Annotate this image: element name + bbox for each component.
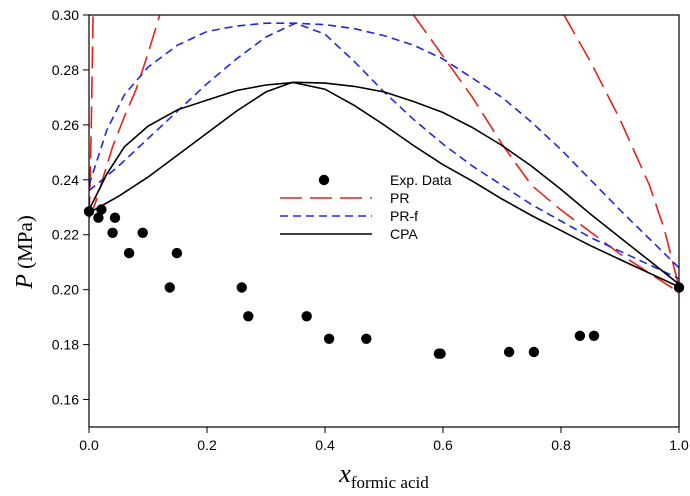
series-group bbox=[89, 15, 679, 294]
x-axis-title-main: x bbox=[338, 459, 351, 488]
data-point-18 bbox=[528, 346, 540, 358]
legend-marker-exp-data bbox=[318, 174, 330, 186]
x-tick-label: 0.4 bbox=[315, 437, 335, 453]
y-tick-label: 0.22 bbox=[52, 227, 79, 243]
plot-frame bbox=[88, 14, 680, 428]
x-tick-label: 0.8 bbox=[551, 437, 571, 453]
data-point-17 bbox=[503, 346, 515, 358]
x-axis-title-subscript: formic acid bbox=[351, 473, 429, 492]
y-axis-title-main: P bbox=[12, 274, 38, 290]
data-point-9 bbox=[171, 247, 183, 259]
y-tick-label: 0.20 bbox=[52, 282, 79, 298]
y-tick-label: 0.30 bbox=[52, 7, 79, 23]
axes: 0.0 0.2 0.4 0.6 0.8 1.0 0.16 0.18 0.20 0.22 0.24 0.… bbox=[52, 7, 689, 453]
data-point-11 bbox=[243, 311, 254, 322]
legend-label-exp-data: Exp. Data bbox=[390, 172, 452, 188]
legend: Exp. Data PR PR-f CPA bbox=[280, 172, 452, 242]
series-pr-f-curve-1 bbox=[89, 22, 679, 269]
x-tick-label: 0.6 bbox=[433, 437, 453, 453]
y-axis-title-unit: (MPa) bbox=[13, 215, 37, 274]
series-pr-curve-2 bbox=[89, 15, 161, 219]
series-pr-curve-3 bbox=[412, 15, 679, 294]
legend-label-pr: PR bbox=[390, 190, 409, 206]
y-axis-title: P (MPa) bbox=[12, 215, 38, 290]
data-point-14 bbox=[361, 333, 372, 344]
data-point-5 bbox=[109, 212, 121, 223]
x-tick-label: 0.2 bbox=[197, 437, 217, 453]
y-tick-label: 0.18 bbox=[52, 337, 79, 353]
y-tick-label: 0.26 bbox=[52, 117, 79, 133]
series-pr-curve-1 bbox=[89, 15, 94, 219]
y-tick-label: 0.16 bbox=[52, 392, 79, 408]
series-cpa-curve-1 bbox=[89, 81, 679, 285]
series-pr-f-curve-2 bbox=[89, 22, 679, 280]
data-point-16 bbox=[435, 348, 446, 359]
plot-area bbox=[83, 15, 685, 359]
x-tick-label: 0.0 bbox=[79, 437, 99, 453]
data-point-3 bbox=[96, 204, 107, 215]
data-point-2 bbox=[93, 212, 104, 223]
y-tick-label: 0.28 bbox=[52, 62, 79, 78]
data-point-7 bbox=[137, 227, 148, 238]
data-point-12 bbox=[301, 311, 312, 322]
legend-label-pr-f: PR-f bbox=[390, 208, 418, 224]
data-point-10 bbox=[236, 282, 247, 293]
data-point-4 bbox=[107, 227, 118, 238]
data-point-13 bbox=[323, 333, 335, 344]
y-tick-label: 0.24 bbox=[52, 172, 79, 188]
x-axis-title: xformic acid bbox=[338, 459, 429, 492]
legend-label-cpa: CPA bbox=[390, 226, 418, 242]
data-point-20 bbox=[588, 330, 600, 341]
series-pr-curve-4 bbox=[563, 15, 679, 288]
data-point-6 bbox=[123, 247, 135, 259]
data-point-8 bbox=[164, 282, 175, 293]
x-tick-label: 1.0 bbox=[669, 437, 689, 453]
data-point-19 bbox=[574, 330, 586, 341]
series-cpa-curve-2 bbox=[89, 81, 679, 288]
